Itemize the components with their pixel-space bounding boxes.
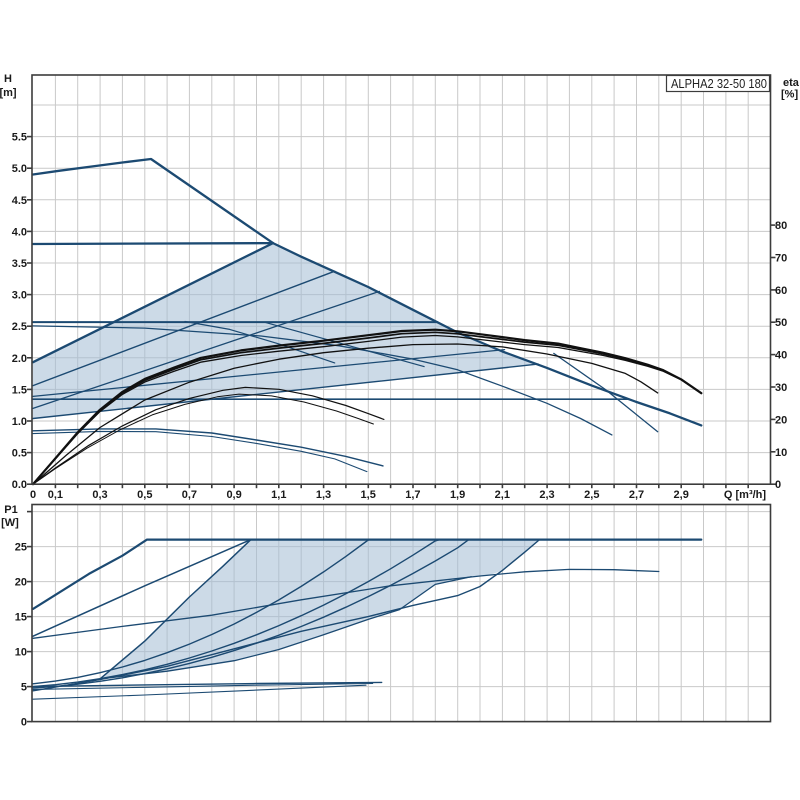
svg-text:ALPHA2 32-50 180: ALPHA2 32-50 180: [671, 77, 767, 91]
svg-text:eta: eta: [783, 77, 800, 89]
svg-text:2.5: 2.5: [12, 321, 27, 333]
svg-text:2,7: 2,7: [629, 489, 644, 501]
svg-text:1,3: 1,3: [316, 489, 331, 501]
svg-text:80: 80: [775, 220, 787, 232]
svg-text:2,9: 2,9: [674, 489, 689, 501]
svg-text:4.5: 4.5: [12, 195, 27, 207]
svg-text:0: 0: [21, 717, 27, 729]
svg-text:0,9: 0,9: [226, 489, 241, 501]
svg-text:1.5: 1.5: [12, 384, 27, 396]
svg-text:10: 10: [15, 647, 27, 659]
svg-text:[m]: [m]: [0, 87, 17, 99]
svg-text:40: 40: [775, 350, 787, 362]
svg-text:1,1: 1,1: [271, 489, 286, 501]
svg-text:1,7: 1,7: [405, 489, 420, 501]
svg-text:70: 70: [775, 253, 787, 265]
svg-text:5.5: 5.5: [12, 132, 27, 144]
svg-text:3.5: 3.5: [12, 258, 27, 270]
svg-text:60: 60: [775, 285, 787, 297]
svg-text:0,5: 0,5: [137, 489, 152, 501]
svg-text:3.0: 3.0: [12, 290, 27, 302]
svg-text:20: 20: [775, 414, 787, 426]
svg-text:0.5: 0.5: [12, 448, 27, 460]
svg-text:H: H: [4, 73, 12, 85]
svg-text:15: 15: [15, 612, 27, 624]
svg-text:4.0: 4.0: [12, 226, 27, 238]
svg-text:50: 50: [775, 317, 787, 329]
svg-text:Q [m³/h]: Q [m³/h]: [724, 489, 766, 501]
svg-text:25: 25: [15, 542, 27, 554]
svg-text:1,9: 1,9: [450, 489, 465, 501]
svg-text:5.0: 5.0: [12, 163, 27, 175]
svg-text:[W]: [W]: [1, 517, 19, 529]
svg-text:2,1: 2,1: [495, 489, 510, 501]
svg-text:0.0: 0.0: [12, 479, 27, 491]
svg-text:0,7: 0,7: [182, 489, 197, 501]
svg-text:0,1: 0,1: [48, 489, 63, 501]
svg-text:0: 0: [30, 489, 36, 501]
svg-text:2.0: 2.0: [12, 353, 27, 365]
svg-text:2,3: 2,3: [539, 489, 554, 501]
svg-text:30: 30: [775, 382, 787, 394]
svg-text:2,5: 2,5: [584, 489, 599, 501]
svg-text:[%]: [%]: [781, 89, 798, 101]
svg-text:1,5: 1,5: [361, 489, 376, 501]
svg-text:P1: P1: [4, 504, 17, 516]
svg-text:5: 5: [21, 682, 27, 694]
svg-text:0,3: 0,3: [92, 489, 107, 501]
svg-text:0: 0: [775, 479, 781, 491]
svg-text:20: 20: [15, 577, 27, 589]
svg-text:1.0: 1.0: [12, 416, 27, 428]
svg-text:10: 10: [775, 447, 787, 459]
